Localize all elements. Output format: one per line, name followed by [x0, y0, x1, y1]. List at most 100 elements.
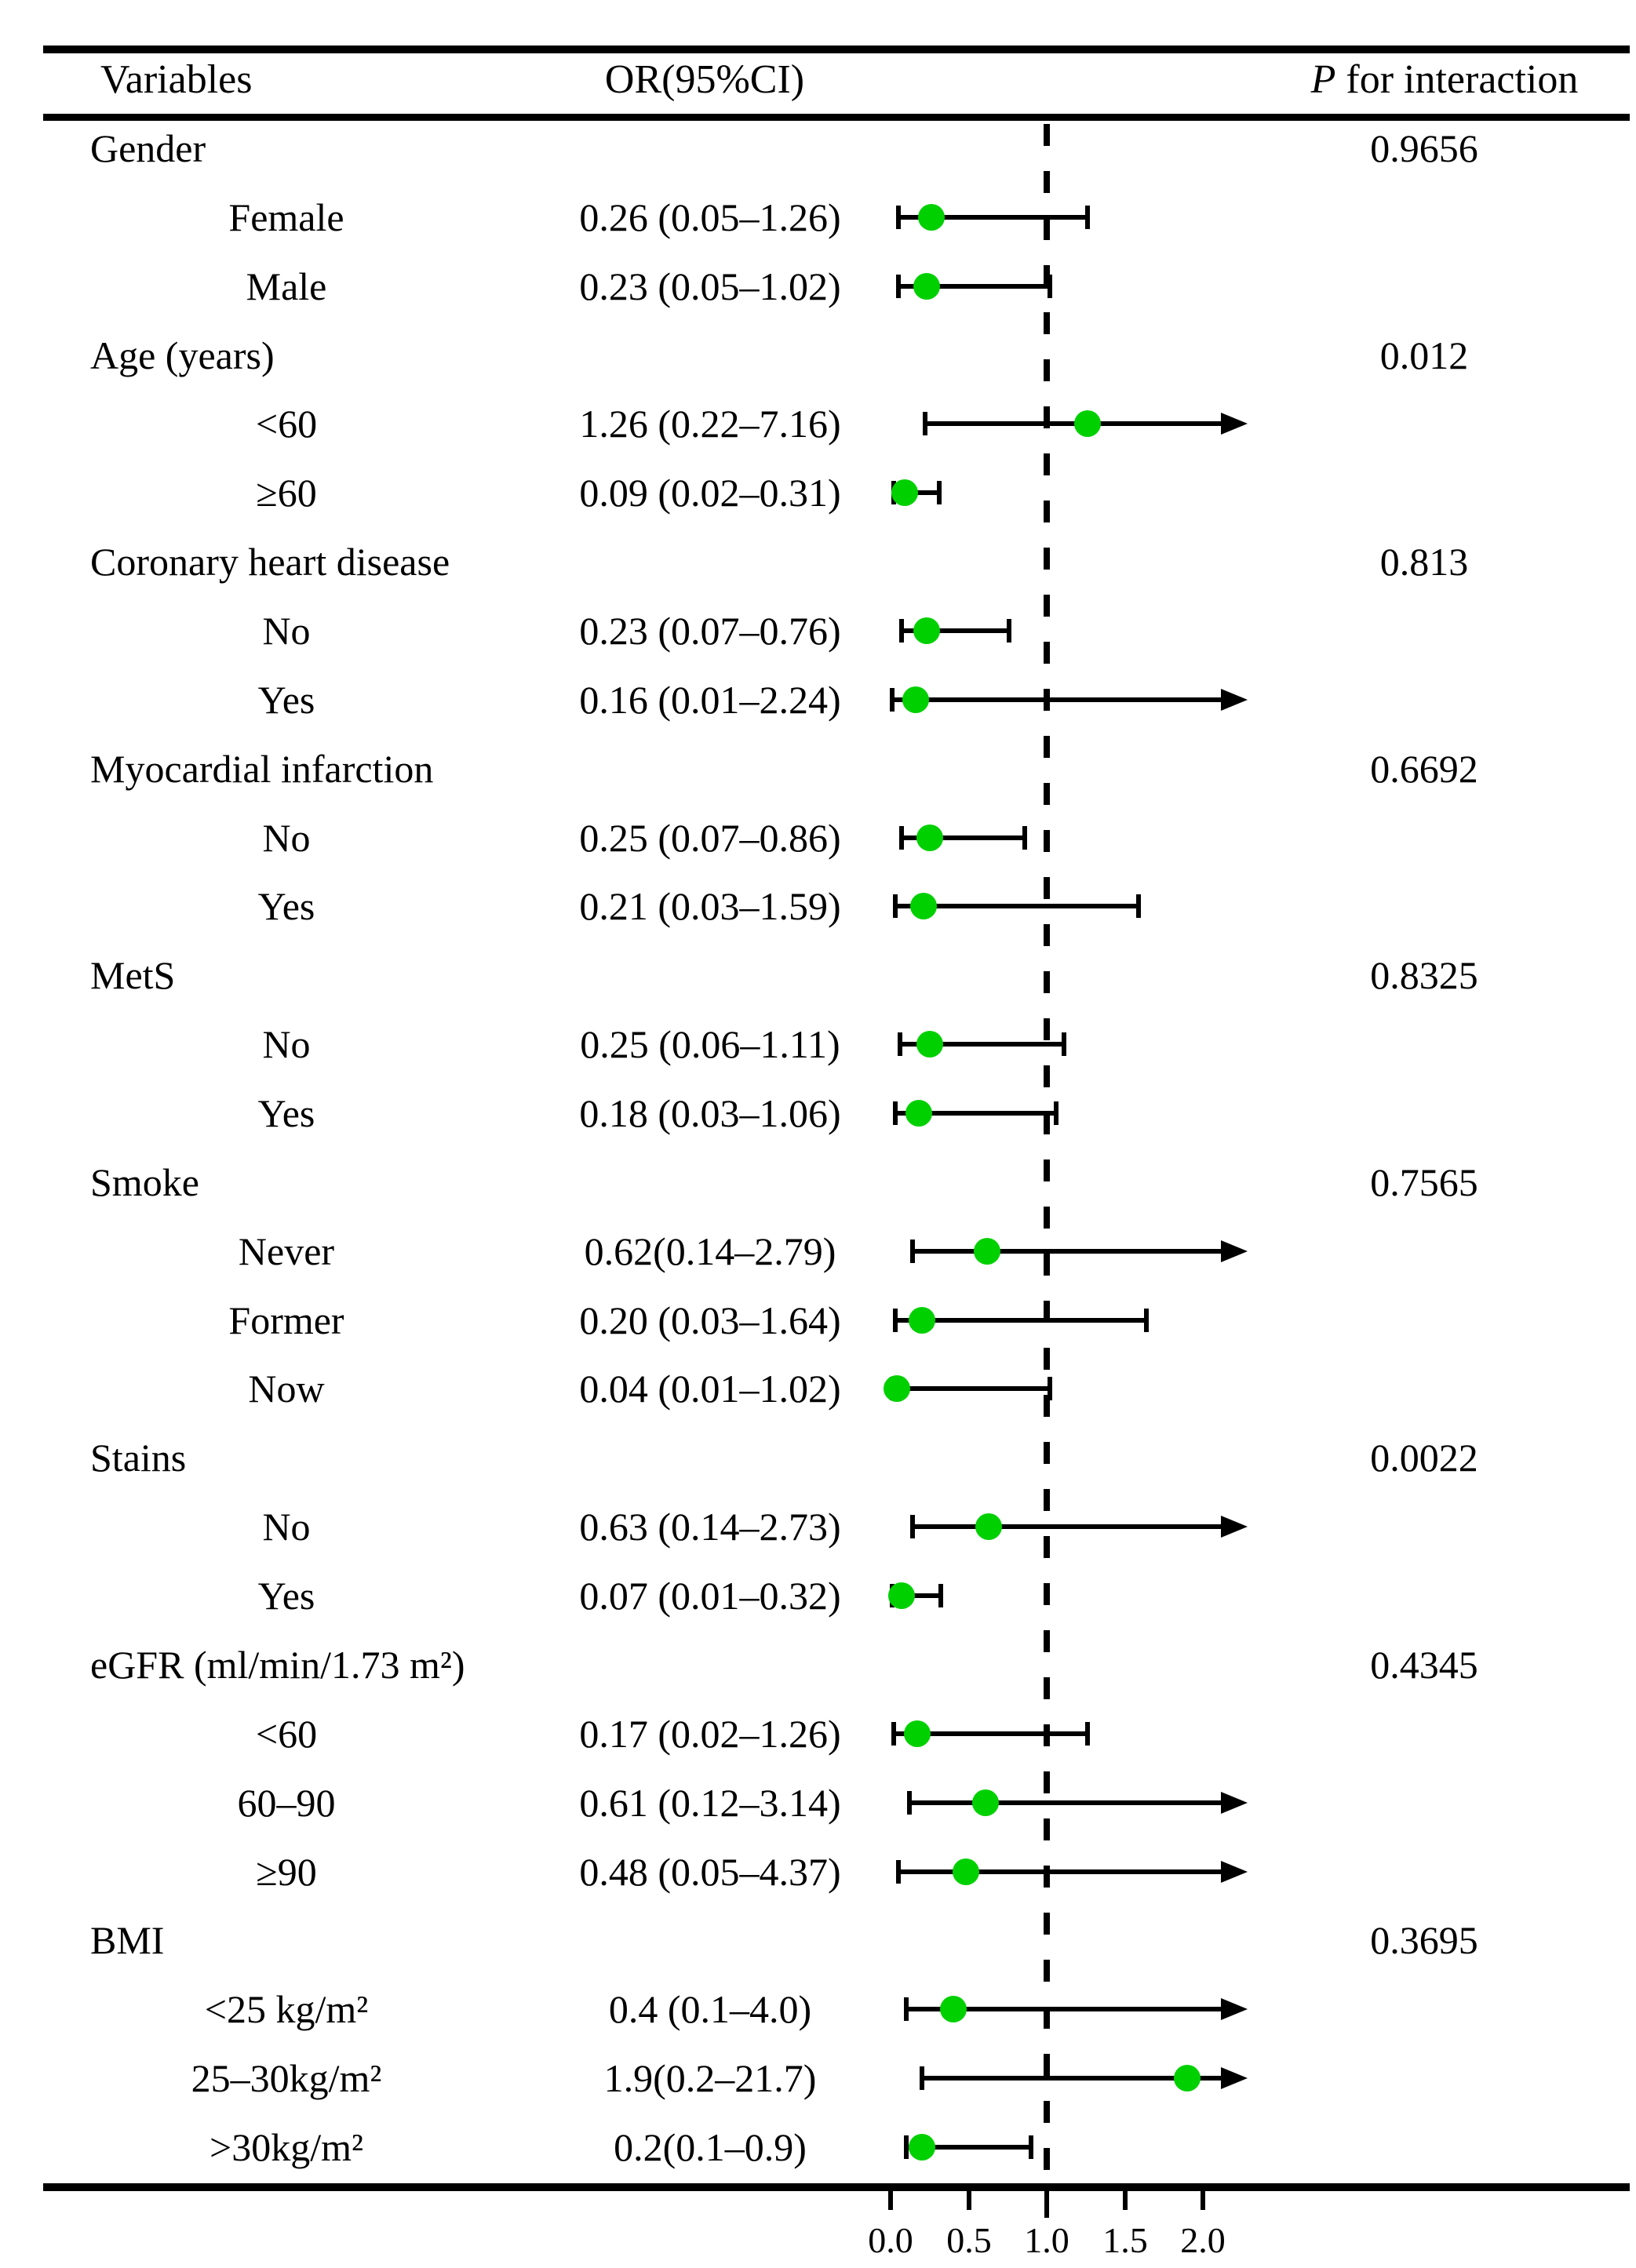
ci-line: [898, 1869, 1222, 1874]
x-axis-tick-label: 0.0: [868, 2220, 913, 2260]
ci-line: [906, 2145, 1031, 2150]
or-point-marker: [891, 479, 918, 506]
or-point-marker: [909, 1307, 935, 1334]
ci-cap-upper: [1048, 1377, 1052, 1400]
p-header-rest: for interaction: [1335, 57, 1579, 102]
group-label: Coronary heart disease: [90, 540, 450, 584]
or-point-marker: [940, 1996, 967, 2022]
subgroup-label: Yes: [257, 678, 315, 722]
or-point-marker: [902, 686, 929, 713]
ci-line: [913, 1249, 1222, 1254]
group-label: Smoke: [90, 1160, 199, 1204]
or-point-marker: [1174, 2065, 1201, 2091]
or-ci-text: 0.21 (0.03–1.59): [579, 884, 841, 928]
or-ci-text: 0.2(0.1–0.9): [614, 2125, 807, 2169]
ci-cap-upper: [1085, 1722, 1090, 1746]
ci-cap-lower: [893, 1101, 898, 1125]
ci-cap-lower: [923, 412, 927, 435]
column-header-variables: Variables: [100, 57, 253, 102]
ci-cap-upper: [1054, 1101, 1058, 1125]
x-axis-tick: [1201, 2191, 1205, 2210]
ci-cap-upper: [1022, 826, 1027, 850]
x-axis-tick: [1044, 2191, 1049, 2218]
ci-cap-lower: [896, 1860, 901, 1884]
or-point-marker: [905, 1100, 932, 1127]
ci-arrowhead: [1221, 1240, 1248, 1262]
ci-line: [906, 2007, 1222, 2011]
or-point-marker: [972, 1789, 999, 1816]
subgroup-label: No: [262, 1505, 311, 1549]
subgroup-label: >30kg/m²: [210, 2125, 363, 2169]
ci-arrowhead: [1221, 1792, 1248, 1814]
ci-line: [909, 1800, 1222, 1805]
or-ci-text: 0.26 (0.05–1.26): [579, 195, 841, 239]
subgroup-label: Now: [248, 1367, 325, 1411]
column-header-p-interaction: P for interaction: [1280, 55, 1609, 105]
group-label: Gender: [90, 126, 206, 170]
ci-cap-upper: [1144, 1309, 1149, 1332]
subgroup-label: Female: [228, 195, 344, 239]
ci-cap-lower: [910, 1240, 915, 1263]
group-label: Myocardial infarction: [90, 747, 434, 791]
subgroup-label: 60–90: [237, 1781, 336, 1825]
subgroup-label: Yes: [257, 1091, 315, 1135]
ci-cap-lower: [893, 894, 898, 918]
subgroup-label: 25–30kg/m²: [191, 2056, 382, 2100]
ci-line: [898, 215, 1088, 220]
column-header-or-ci: OR(95%CI): [604, 57, 805, 102]
ci-cap-lower: [899, 826, 904, 850]
ci-cap-upper: [1136, 894, 1141, 918]
ci-line: [892, 1593, 941, 1598]
x-axis-tick: [967, 2191, 971, 2210]
or-ci-text: 0.23 (0.05–1.02): [579, 264, 841, 308]
ci-line: [900, 1042, 1064, 1047]
group-label: Stains: [90, 1436, 187, 1480]
or-ci-text: 0.18 (0.03–1.06): [579, 1091, 841, 1135]
ci-line: [895, 904, 1139, 908]
subgroup-label: <60: [255, 402, 318, 446]
ci-arrowhead: [1221, 1516, 1248, 1538]
ci-cap-lower: [896, 206, 901, 229]
or-point-marker: [918, 204, 945, 231]
or-ci-text: 0.48 (0.05–4.37): [579, 1850, 841, 1894]
ci-line: [895, 1111, 1056, 1116]
subgroup-label: <25 kg/m²: [204, 1987, 369, 2031]
p-interaction-value: 0.6692: [1370, 747, 1478, 791]
or-ci-text: 0.17 (0.02–1.26): [579, 1712, 841, 1756]
p-interaction-value: 0.3695: [1370, 1918, 1478, 1962]
ci-cap-lower: [907, 1791, 912, 1815]
or-point-marker: [910, 893, 937, 919]
subgroup-label: No: [262, 609, 311, 653]
top-rule: [43, 46, 1630, 53]
subgroup-label: <60: [255, 1712, 318, 1756]
group-label: BMI: [90, 1918, 165, 1962]
or-ci-text: 1.26 (0.22–7.16): [579, 402, 841, 446]
group-label: Age (years): [90, 333, 275, 377]
or-point-marker: [888, 1582, 915, 1609]
or-ci-text: 0.20 (0.03–1.64): [579, 1298, 841, 1342]
ci-cap-lower: [904, 1997, 909, 2021]
ci-arrowhead: [1221, 1861, 1248, 1883]
group-label: eGFR (ml/min/1.73 m²): [90, 1643, 465, 1687]
ci-cap-lower: [920, 2066, 924, 2090]
ci-arrowhead: [1221, 1998, 1248, 2020]
x-axis-tick-label: 0.5: [946, 2220, 992, 2260]
axis-line: [43, 2183, 1630, 2191]
p-interaction-value: 0.7565: [1370, 1160, 1478, 1204]
ci-cap-lower: [904, 2135, 909, 2159]
or-point-marker: [916, 1031, 943, 1058]
or-point-marker: [916, 825, 943, 851]
subgroup-label: Yes: [257, 1574, 315, 1618]
or-point-marker: [913, 273, 940, 300]
or-point-marker: [1074, 410, 1101, 437]
subgroup-label: ≥90: [256, 1850, 317, 1894]
ci-cap-lower: [910, 1515, 915, 1538]
ci-line: [925, 421, 1222, 426]
subgroup-label: Male: [246, 264, 327, 308]
p-interaction-value: 0.012: [1379, 333, 1469, 377]
ci-cap-upper: [1085, 206, 1090, 229]
ci-line: [892, 697, 1222, 702]
ci-arrowhead: [1221, 689, 1248, 711]
or-point-marker: [909, 2134, 935, 2161]
